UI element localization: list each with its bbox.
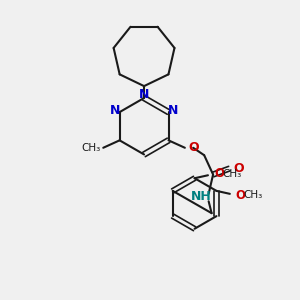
Text: N: N bbox=[139, 88, 149, 100]
Text: CH₃: CH₃ bbox=[244, 190, 263, 200]
Text: N: N bbox=[168, 104, 178, 117]
Text: O: O bbox=[233, 162, 244, 175]
Text: O: O bbox=[188, 141, 199, 154]
Text: CH₃: CH₃ bbox=[222, 169, 241, 179]
Text: CH₃: CH₃ bbox=[81, 143, 100, 153]
Text: O: O bbox=[236, 189, 246, 202]
Text: N: N bbox=[110, 104, 120, 117]
Text: NH: NH bbox=[191, 190, 212, 203]
Text: O: O bbox=[214, 167, 224, 180]
